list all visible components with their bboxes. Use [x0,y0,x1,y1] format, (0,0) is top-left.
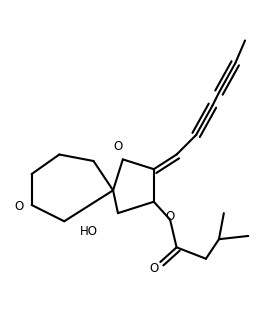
Text: O: O [149,262,159,275]
Text: HO: HO [80,225,98,238]
Text: O: O [14,200,23,213]
Text: O: O [113,140,123,153]
Text: O: O [166,210,175,223]
